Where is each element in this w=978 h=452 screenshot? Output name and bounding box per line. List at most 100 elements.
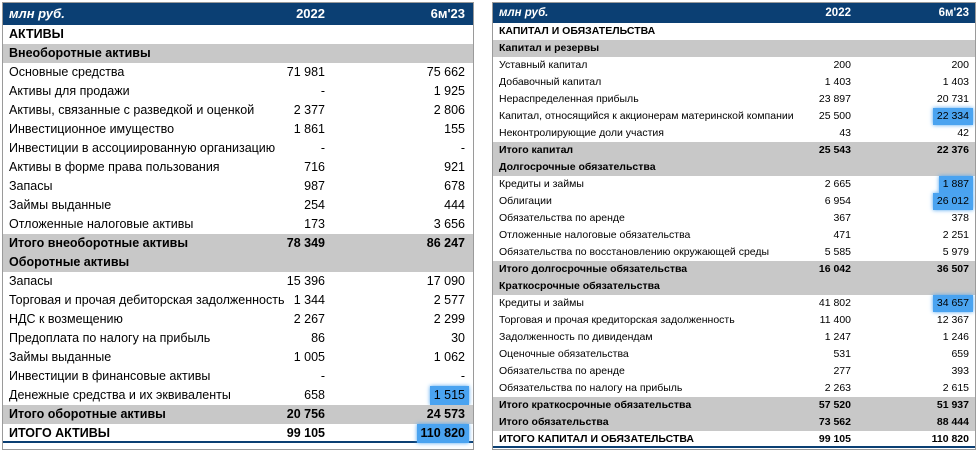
value-2022: 716 bbox=[304, 160, 325, 174]
table-row: Отложенные налоговые активы 173 3 656 bbox=[3, 215, 473, 234]
value-2022: 5 585 bbox=[824, 246, 851, 258]
value-6m23: 1 403 bbox=[942, 76, 969, 88]
table-row: Неконтролирующие доли участия 43 42 bbox=[493, 125, 975, 142]
table-row: Долгосрочные обязательства bbox=[493, 159, 975, 176]
row-label: Обязательства по восстановлению окружающ… bbox=[499, 246, 770, 258]
row-label: Обязательства по аренде bbox=[499, 212, 625, 224]
table-row: Запасы 15 396 17 090 bbox=[3, 272, 473, 291]
value-2022: 2 665 bbox=[824, 178, 851, 190]
value-2022: 1 344 bbox=[293, 293, 325, 307]
row-label: КАПИТАЛ И ОБЯЗАТЕЛЬСТВА bbox=[499, 25, 656, 37]
row-label: Предоплата по налогу на прибыль bbox=[9, 331, 211, 345]
value-2022: 471 bbox=[833, 229, 851, 241]
table-row: Основные средства 71 981 75 662 bbox=[3, 63, 473, 82]
value-2022: 1 005 bbox=[293, 350, 325, 364]
value-2022: 25 500 bbox=[818, 110, 851, 122]
row-label: Итого обязательства bbox=[499, 416, 609, 428]
value-2022: 2 267 bbox=[293, 312, 325, 326]
row-label: Кредиты и займы bbox=[499, 178, 584, 190]
value-6m23: 22 334 bbox=[932, 108, 973, 125]
row-label: Краткосрочные обязательства bbox=[499, 280, 660, 292]
table-row: Денежные средства и их эквиваленты 658 1 5… bbox=[3, 386, 473, 405]
value-6m23: 5 979 bbox=[942, 246, 969, 258]
value-2022: 2 377 bbox=[293, 103, 325, 117]
value-2022: 73 562 bbox=[818, 416, 851, 428]
value-6m23: 1 887 bbox=[938, 176, 973, 193]
table-row: ИТОГО АКТИВЫ 99 105 110 820 bbox=[3, 424, 473, 443]
value-6m23: 36 507 bbox=[936, 263, 969, 275]
table-row: Обязательства по аренде 277 393 bbox=[493, 363, 975, 380]
table-row: Оборотные активы bbox=[3, 253, 473, 272]
value-2022: 43 bbox=[839, 127, 851, 139]
value-2022: 277 bbox=[833, 365, 851, 377]
row-label: АКТИВЫ bbox=[9, 27, 64, 41]
row-label: ИТОГО АКТИВЫ bbox=[9, 426, 111, 440]
table-row: Займы выданные 1 005 1 062 bbox=[3, 348, 473, 367]
value-6m23: 921 bbox=[444, 160, 465, 174]
table-row: Обязательства по налогу на прибыль 2 263 2… bbox=[493, 380, 975, 397]
table-row: Обязательства по восстановлению окружающ… bbox=[493, 244, 975, 261]
value-6m23: - bbox=[460, 369, 465, 383]
table-row: Уставный капитал 200 200 bbox=[493, 57, 975, 74]
value-6m23: 88 444 bbox=[936, 416, 969, 428]
value-2022: 6 954 bbox=[824, 195, 851, 207]
value-6m23: 444 bbox=[444, 198, 465, 212]
table-row: Облигации 6 954 26 012 bbox=[493, 193, 975, 210]
value-2022: 25 543 bbox=[818, 144, 851, 156]
table-row: НДС к возмещению 2 267 2 299 bbox=[3, 310, 473, 329]
row-label: Основные средства bbox=[9, 65, 125, 79]
value-2022: 254 bbox=[304, 198, 325, 212]
value-2022: 2 263 bbox=[824, 382, 851, 394]
table-row: Итого оборотные активы 20 756 24 573 bbox=[3, 405, 473, 424]
table-row: Инвестиции в финансовые активы - - bbox=[3, 367, 473, 386]
value-6m23: 20 731 bbox=[936, 93, 969, 105]
row-label: Неконтролирующие доли участия bbox=[499, 127, 664, 139]
table-row: Активы для продажи - 1 925 bbox=[3, 82, 473, 101]
value-2022: 99 105 bbox=[818, 433, 851, 445]
row-label: Капитал и резервы bbox=[499, 42, 600, 54]
liabilities-table: млн руб. 2022 6м'23 КАПИТАЛ И ОБЯЗАТЕЛЬС… bbox=[492, 2, 976, 450]
value-6m23: 2 806 bbox=[433, 103, 465, 117]
value-6m23: 12 367 bbox=[936, 314, 969, 326]
table-row: Активы, связанные с разведкой и оценкой 2… bbox=[3, 101, 473, 120]
row-label: Капитал, относящийся к акционерам матери… bbox=[499, 110, 794, 122]
row-label: Нераспределенная прибыль bbox=[499, 93, 639, 105]
value-2022: 1 861 bbox=[293, 122, 325, 136]
table-row: Итого внеоборотные активы 78 349 86 247 bbox=[3, 234, 473, 253]
row-label: Обязательства по аренде bbox=[499, 365, 625, 377]
table-row: Предоплата по налогу на прибыль 86 30 bbox=[3, 329, 473, 348]
value-6m23: 22 376 bbox=[936, 144, 969, 156]
row-label: Итого внеоборотные активы bbox=[9, 236, 189, 250]
value-6m23: 42 bbox=[957, 127, 969, 139]
row-label: ИТОГО КАПИТАЛ И ОБЯЗАТЕЛЬСТВА bbox=[499, 433, 695, 445]
row-label: Инвестиции в финансовые активы bbox=[9, 369, 211, 383]
value-6m23: 2 577 bbox=[433, 293, 465, 307]
value-2022: - bbox=[320, 141, 325, 155]
table-row: Инвестиции в ассоциированную организацию… bbox=[3, 139, 473, 158]
value-2022: 16 042 bbox=[818, 263, 851, 275]
value-6m23: 51 937 bbox=[936, 399, 969, 411]
value-6m23: 2 299 bbox=[433, 312, 465, 326]
table-row: КАПИТАЛ И ОБЯЗАТЕЛЬСТВА bbox=[493, 23, 975, 40]
assets-table-header: млн руб. 2022 6м'23 bbox=[3, 3, 473, 25]
table-row: Запасы 987 678 bbox=[3, 177, 473, 196]
table-row: Задолженность по дивидендам 1 247 1 246 bbox=[493, 329, 975, 346]
assets-rows: АКТИВЫ Внеоборотные активы Основные средст… bbox=[3, 25, 473, 443]
value-2022: 86 bbox=[311, 331, 325, 345]
row-label: Займы выданные bbox=[9, 350, 112, 364]
value-2022: 987 bbox=[304, 179, 325, 193]
value-6m23: 200 bbox=[951, 59, 969, 71]
column-6m23: 6м'23 bbox=[938, 7, 969, 19]
value-2022: 658 bbox=[304, 388, 325, 402]
table-row: Итого долгосрочные обязательства 16 042 36… bbox=[493, 261, 975, 278]
row-label: Займы выданные bbox=[9, 198, 112, 212]
value-6m23: 1 925 bbox=[433, 84, 465, 98]
row-label: Торговая и прочая кредиторская задолженн… bbox=[499, 314, 735, 326]
row-label: Активы, связанные с разведкой и оценкой bbox=[9, 103, 255, 117]
table-row: Итого капитал 25 543 22 376 bbox=[493, 142, 975, 159]
value-2022: 173 bbox=[304, 217, 325, 231]
row-label: Оценочные обязательства bbox=[499, 348, 629, 360]
row-label: Кредиты и займы bbox=[499, 297, 584, 309]
row-label: Оборотные активы bbox=[9, 255, 130, 269]
value-2022: 1 247 bbox=[824, 331, 851, 343]
